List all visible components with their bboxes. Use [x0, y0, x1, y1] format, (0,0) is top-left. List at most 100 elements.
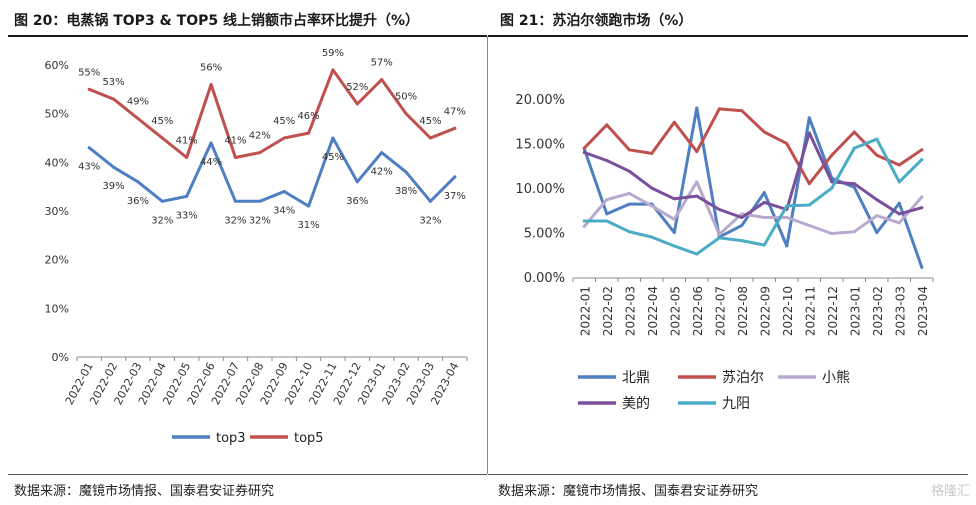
- right-x-tick-label: 2023-01: [848, 286, 862, 336]
- right-data-point-2: [582, 146, 586, 150]
- right-data-point-5: [605, 219, 609, 223]
- right-data-point-1: [897, 201, 901, 205]
- right-data-point-5: [740, 239, 744, 243]
- left-data-label: 42%: [371, 167, 393, 178]
- left-data-point-2: [331, 68, 335, 72]
- left-y-tick-label: 50%: [45, 108, 69, 121]
- right-legend-label: 小熊: [822, 370, 850, 386]
- left-series-line-2: [87, 68, 457, 159]
- right-data-point-1: [695, 106, 699, 110]
- right-data-point-4: [672, 197, 676, 201]
- left-data-label: 33%: [176, 210, 198, 221]
- left-data-point-2: [112, 97, 116, 101]
- right-data-point-3: [785, 215, 789, 219]
- right-data-point-1: [807, 116, 811, 120]
- left-data-label: 59%: [322, 48, 344, 59]
- right-x-tick-label: 2022-09: [758, 286, 772, 336]
- right-data-point-2: [920, 148, 924, 152]
- right-data-point-2: [740, 109, 744, 113]
- right-data-point-5: [875, 137, 879, 141]
- left-data-point-2: [209, 82, 213, 86]
- right-data-point-3: [582, 224, 586, 228]
- left-data-label: 32%: [224, 215, 246, 226]
- right-data-point-3: [672, 217, 676, 221]
- left-data-label: 39%: [102, 181, 124, 192]
- right-series-line-3: [582, 180, 924, 236]
- right-data-point-5: [762, 243, 766, 247]
- left-data-point-1: [380, 151, 384, 155]
- left-data-label: 50%: [395, 92, 417, 103]
- right-x-tick-label: 2022-05: [668, 286, 682, 336]
- right-legend-label: 北鼎: [622, 370, 650, 386]
- right-data-point-4: [605, 159, 609, 163]
- right-data-point-1: [672, 231, 676, 235]
- right-data-point-5: [807, 203, 811, 207]
- right-series-line-5: [582, 137, 924, 256]
- left-data-label: 57%: [371, 58, 393, 69]
- left-source-note: 数据来源：魔镜市场情报、国泰君安证券研究: [14, 484, 275, 499]
- left-data-label: 46%: [297, 111, 319, 122]
- right-data-point-4: [740, 215, 744, 219]
- right-x-tick-label: 2022-07: [713, 286, 727, 336]
- left-legend-label: top3: [216, 431, 246, 446]
- right-data-point-1: [627, 202, 631, 206]
- left-data-label: 34%: [273, 206, 295, 217]
- right-x-tick-label: 2022-04: [646, 286, 660, 336]
- right-source-note: 数据来源：魔镜市场情报、国泰君安证券研究: [498, 484, 759, 499]
- right-data-point-1: [785, 244, 789, 248]
- left-legend-label: top5: [294, 431, 324, 446]
- left-data-point-1: [428, 199, 432, 203]
- right-data-point-2: [830, 153, 834, 157]
- right-data-point-1: [740, 223, 744, 227]
- right-data-point-2: [717, 107, 721, 111]
- right-x-tick-label: 2022-02: [601, 286, 615, 336]
- left-data-point-1: [160, 199, 164, 203]
- left-data-point-2: [307, 131, 311, 135]
- right-data-point-2: [807, 182, 811, 186]
- right-data-point-4: [582, 151, 586, 155]
- right-data-point-4: [627, 169, 631, 173]
- left-data-label: 38%: [395, 186, 417, 197]
- left-data-point-1: [233, 199, 237, 203]
- right-data-point-3: [695, 180, 699, 184]
- right-data-point-3: [830, 232, 834, 235]
- right-data-point-3: [897, 221, 901, 225]
- right-legend-label: 苏泊尔: [722, 370, 764, 386]
- right-legend-label: 美的: [622, 396, 650, 412]
- right-data-point-1: [875, 231, 879, 235]
- right-x-tick-label: 2022-06: [691, 286, 705, 336]
- left-data-label: 41%: [224, 135, 246, 146]
- left-data-label: 36%: [346, 196, 368, 207]
- left-data-label: 32%: [151, 215, 173, 226]
- right-data-point-5: [897, 180, 901, 184]
- left-data-label: 44%: [200, 157, 222, 168]
- right-y-tick-label: 20.00%: [515, 93, 565, 108]
- watermark-logo: 格隆汇: [930, 484, 970, 499]
- right-x-tick-label: 2023-03: [893, 286, 907, 336]
- right-x-tick-label: 2022-12: [826, 286, 840, 336]
- right-data-point-5: [717, 236, 721, 240]
- right-data-point-3: [852, 230, 856, 234]
- right-data-point-2: [627, 148, 631, 152]
- left-data-label: 56%: [200, 62, 222, 73]
- left-data-label: 43%: [78, 162, 100, 173]
- right-bottom-rule: [488, 474, 968, 475]
- left-data-label: 41%: [176, 135, 198, 146]
- right-data-point-5: [695, 252, 699, 256]
- right-legend-label: 九阳: [722, 396, 750, 412]
- right-data-point-4: [920, 206, 924, 210]
- left-data-label: 42%: [249, 131, 271, 142]
- right-data-point-3: [807, 223, 811, 227]
- right-data-point-4: [650, 186, 654, 190]
- left-data-point-1: [282, 190, 286, 194]
- left-data-point-2: [355, 102, 359, 106]
- right-data-point-4: [762, 200, 766, 204]
- left-data-point-2: [87, 87, 91, 91]
- left-data-label: 32%: [249, 215, 271, 226]
- left-data-point-1: [331, 136, 335, 140]
- right-line-chart: 0.00% 5.00% 10.00% 15.00% 20.00% 2022-01 2022-…: [515, 93, 934, 412]
- right-x-tick-label: 2022-08: [736, 286, 750, 336]
- right-data-point-2: [852, 130, 856, 134]
- left-data-point-1: [355, 180, 359, 184]
- left-data-point-1: [87, 146, 91, 150]
